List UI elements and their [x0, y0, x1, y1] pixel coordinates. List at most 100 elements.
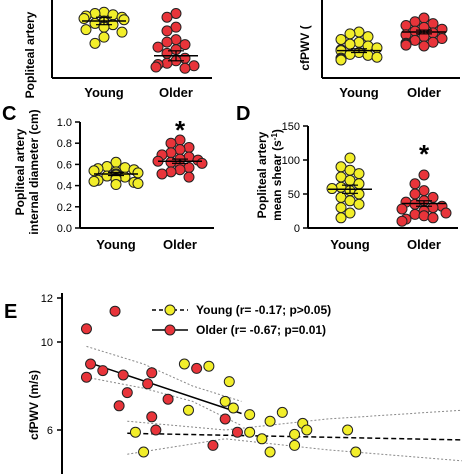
- panel-b: cfPWV ( Young Older: [298, 0, 460, 100]
- older-point: [396, 215, 408, 227]
- young-point: [264, 446, 276, 458]
- older-point: [427, 27, 439, 39]
- young-point: [178, 358, 190, 370]
- older-point: [409, 25, 421, 37]
- older-point: [231, 426, 243, 438]
- older-point: [396, 203, 408, 215]
- young-point: [89, 17, 101, 29]
- young-point: [80, 24, 92, 36]
- older-point: [97, 365, 109, 377]
- y-tick-label: 0.4: [57, 181, 72, 193]
- older-point: [196, 157, 208, 169]
- panel-d-ylabel-main: mean shear (s: [270, 140, 284, 221]
- young-point: [110, 179, 122, 191]
- panel-d-significance-star: *: [419, 139, 430, 169]
- panel-d-cat-young: Young: [330, 237, 370, 252]
- older-point: [146, 367, 158, 379]
- young-point: [119, 162, 131, 174]
- panel-letter-c: C: [2, 103, 16, 125]
- older-point: [85, 358, 97, 370]
- older-point: [179, 62, 191, 74]
- older-point: [409, 16, 421, 28]
- young-point: [88, 175, 100, 187]
- legend-young-label: Young (r= -0.17; p>0.05): [196, 303, 331, 317]
- young-point: [301, 424, 313, 436]
- older-fit-line: [86, 361, 242, 415]
- panel-d-cat-older: Older: [407, 237, 441, 252]
- panel-a-cat-young: Young: [84, 85, 124, 100]
- young-point: [353, 36, 365, 48]
- young-point: [335, 54, 347, 66]
- older-point: [121, 387, 133, 399]
- older-point: [170, 7, 182, 19]
- young-point: [344, 38, 356, 50]
- young-point: [289, 439, 301, 451]
- panel-letter-e: E: [4, 301, 17, 323]
- young-point: [353, 178, 365, 190]
- young-point: [353, 188, 365, 200]
- young-point: [371, 51, 383, 63]
- older-point: [170, 21, 182, 33]
- y-tick-label: 0: [294, 223, 300, 235]
- older-point: [146, 411, 158, 423]
- young-point: [353, 168, 365, 180]
- older-point: [117, 369, 129, 381]
- older-point: [440, 207, 452, 219]
- panel-d-ylabel-sup: -1: [270, 133, 279, 141]
- young-point: [344, 164, 356, 176]
- young-point: [129, 426, 141, 438]
- young-point: [256, 433, 268, 445]
- older-point: [161, 57, 173, 69]
- y-tick-label: 0.2: [57, 202, 72, 214]
- older-point: [80, 323, 92, 335]
- older-point: [161, 47, 173, 59]
- panel-d-ylabel-line2: mean shear (s-1): [270, 129, 284, 221]
- y-tick-label: 50: [288, 189, 300, 201]
- legend-older-marker: [164, 324, 176, 336]
- young-point: [362, 31, 374, 43]
- panel-c: C Popliteal artery internal diameter (cm…: [2, 103, 214, 252]
- older-point: [179, 39, 191, 51]
- older-point: [142, 378, 154, 390]
- young-point: [342, 424, 354, 436]
- older-point: [174, 144, 186, 156]
- young-point: [335, 202, 347, 214]
- older-point: [165, 166, 177, 178]
- y-tick-label: 1.0: [57, 117, 72, 129]
- young-point: [182, 404, 194, 416]
- young-point: [344, 28, 356, 40]
- older-point: [418, 185, 430, 197]
- older-point: [162, 393, 174, 405]
- young-point: [289, 428, 301, 440]
- panel-d: D Popliteal artery mean shear (s-1) 0 50 1…: [236, 103, 458, 252]
- young-point: [223, 376, 235, 388]
- older-point: [183, 141, 195, 153]
- older-point: [150, 424, 162, 436]
- older-point: [427, 18, 439, 30]
- young-point: [227, 402, 239, 414]
- young-point: [138, 446, 150, 458]
- older-point: [161, 36, 173, 48]
- older-point: [400, 19, 412, 31]
- panel-e: E cfPWV (m/s) 12 10 6 Young (r= -0.17; p>0…: [4, 293, 462, 474]
- y-tick-label: 150: [282, 121, 300, 133]
- y-tick-label: 0.8: [57, 138, 72, 150]
- y-tick-label: 12: [41, 293, 53, 305]
- y-tick-label: 10: [41, 337, 53, 349]
- young-point: [110, 156, 122, 168]
- older-point: [409, 188, 421, 200]
- panel-c-ylabel-line1: Popliteal artery: [13, 128, 27, 215]
- young-point: [344, 152, 356, 164]
- older-ci-lower: [86, 376, 242, 427]
- young-point: [335, 212, 347, 224]
- older-point: [188, 60, 200, 72]
- young-ci-upper: [127, 409, 462, 431]
- young-point: [335, 171, 347, 183]
- panel-c-ylabel-line2: internal diameter (cm): [27, 109, 41, 234]
- older-point: [427, 36, 439, 48]
- older-point: [161, 25, 173, 37]
- older-point: [409, 208, 421, 220]
- panel-b-cat-older: Older: [407, 85, 441, 100]
- young-point: [353, 198, 365, 210]
- panel-b-cat-young: Young: [339, 85, 379, 100]
